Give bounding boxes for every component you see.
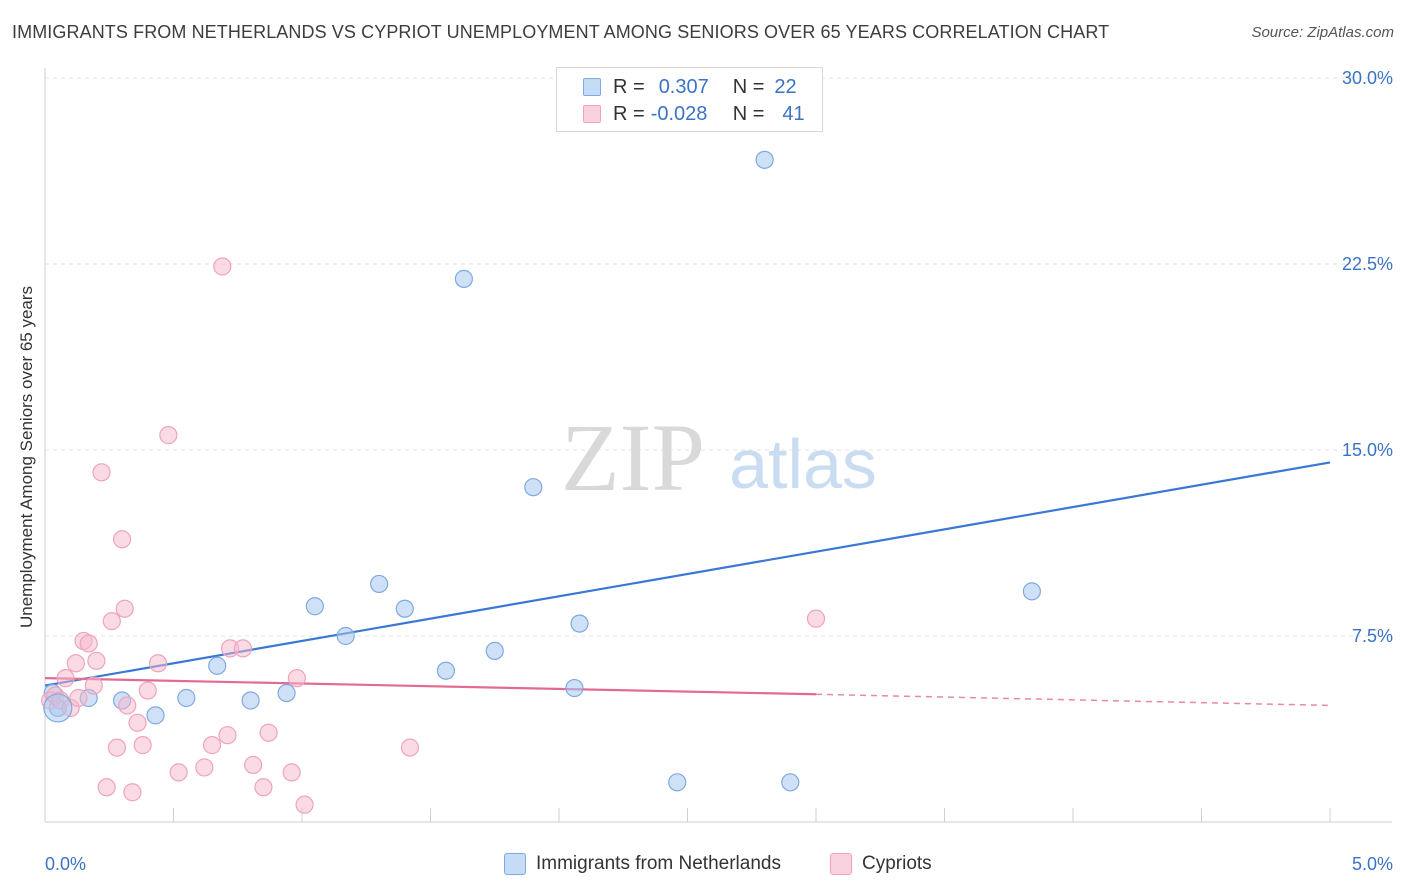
legend-swatch-cypriots [830, 853, 852, 875]
point-cypriots [400, 738, 420, 757]
x-tick-label: 0.0% [45, 854, 86, 874]
point-cypriots [107, 738, 127, 757]
legend-label-cypriots: Cypriots [862, 853, 932, 874]
legend-item-cypriots: Cypriots [830, 850, 932, 878]
point-cypriots [56, 669, 75, 688]
point-cypriots [287, 669, 306, 688]
trend-line-netherlands [44, 461, 1331, 687]
n-value: 22 [774, 75, 797, 98]
legend-label-netherlands: Immigrants from Netherlands [536, 853, 781, 874]
point-netherlands [436, 661, 456, 680]
point-cypriots [138, 681, 157, 700]
point-netherlands [177, 688, 196, 708]
point-cypriots [97, 778, 116, 797]
axes: 7.5% 15.0% 22.5% 30.0% 0.0% 5.0% [44, 68, 1393, 874]
data-points [41, 150, 1041, 814]
point-cypriots [213, 257, 232, 276]
watermark-atlas: atlas [729, 425, 877, 503]
point-cypriots [87, 651, 106, 670]
point-netherlands [146, 706, 165, 725]
point-netherlands [395, 599, 414, 618]
point-cypriots [295, 795, 314, 814]
point-netherlands [524, 478, 543, 497]
point-cypriots [159, 426, 178, 445]
point-cypriots [254, 778, 273, 797]
point-netherlands [781, 773, 800, 792]
correlation-legend: R = 0.307 N = 22 R = -0.028 N = 41 [556, 67, 823, 132]
point-cypriots [102, 612, 121, 631]
point-netherlands [1022, 582, 1041, 601]
point-cypriots [202, 736, 222, 755]
trend-line-cypriots [44, 677, 817, 696]
point-netherlands [565, 678, 584, 698]
y-axis-label: Unemployment Among Seniors over 65 years [17, 286, 36, 628]
point-netherlands [755, 150, 774, 169]
trend-line-cypriots-extension [815, 693, 1331, 707]
point-netherlands [277, 683, 296, 703]
point-cypriots [128, 713, 147, 732]
gridlines [45, 77, 1390, 637]
legend-item-netherlands: Immigrants from Netherlands [504, 850, 781, 878]
legend-row-cypriots: R = -0.028 N = 41 [583, 101, 805, 127]
legend-swatch-cypriots [583, 105, 601, 123]
legend-swatch-netherlands [583, 78, 601, 96]
point-cypriots [123, 783, 142, 802]
point-cypriots [233, 639, 252, 658]
y-tick-label: 22.5% [1342, 254, 1393, 274]
trend-lines [44, 461, 1331, 707]
point-netherlands [336, 626, 355, 646]
point-cypriots [118, 696, 137, 715]
point-netherlands [305, 597, 324, 616]
r-value: 0.307 [658, 75, 709, 98]
point-cypriots [66, 654, 85, 673]
point-netherlands [370, 574, 389, 594]
point-cypriots [133, 736, 152, 755]
n-value: 41 [782, 102, 805, 125]
point-cypriots [92, 463, 111, 482]
point-cypriots [169, 763, 188, 782]
point-netherlands [241, 691, 260, 710]
point-netherlands [208, 656, 227, 675]
x-tick-label: 5.0% [1352, 854, 1393, 874]
point-cypriots [244, 755, 263, 775]
point-cypriots [195, 758, 214, 777]
legend-swatch-netherlands [504, 853, 526, 875]
n-label: N = [732, 75, 765, 98]
source-label: Source: ZipAtlas.com [1251, 24, 1394, 41]
point-cypriots [115, 599, 134, 618]
y-tick-label: 7.5% [1352, 626, 1393, 646]
point-cypriots [112, 530, 132, 549]
y-tick-label: 30.0% [1342, 68, 1393, 88]
point-cypriots [79, 634, 98, 653]
legend-row-netherlands: R = 0.307 N = 22 [583, 74, 797, 100]
r-label: R = [613, 102, 645, 125]
point-cypriots [148, 654, 168, 673]
point-cypriots [806, 609, 826, 628]
point-netherlands-cluster [43, 693, 73, 723]
point-cypriots [69, 688, 88, 708]
point-cypriots [282, 763, 301, 782]
point-cypriots [259, 723, 278, 742]
point-netherlands [668, 773, 687, 792]
y-tick-label: 15.0% [1342, 440, 1393, 460]
n-label: N = [732, 102, 765, 125]
point-cypriots [218, 726, 237, 745]
watermark-zip: ZIP [561, 404, 705, 511]
r-label: R = [613, 75, 645, 98]
point-netherlands [454, 269, 474, 288]
point-netherlands [570, 614, 589, 633]
r-value: -0.028 [650, 102, 708, 125]
point-netherlands [485, 641, 504, 660]
watermark: ZIP atlas [561, 404, 877, 511]
chart-title: IMMIGRANTS FROM NETHERLANDS VS CYPRIOT U… [12, 22, 1110, 42]
point-cypriots [84, 676, 103, 695]
